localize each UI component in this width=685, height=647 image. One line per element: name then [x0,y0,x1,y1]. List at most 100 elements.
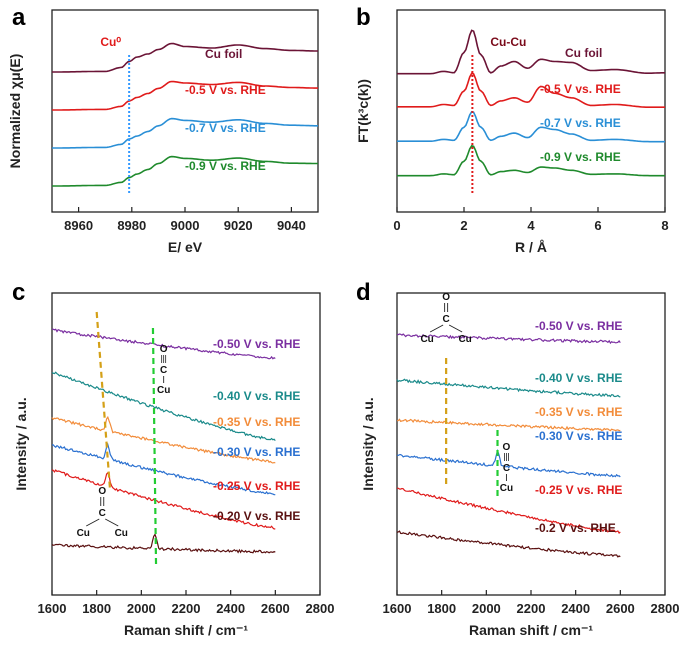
series-line [397,144,665,177]
series-label: -0.25 V vs. RHE [213,479,300,493]
series-label: -0.30 V vs. RHE [535,429,622,443]
x-tick-label: 2 [460,218,467,233]
x-tick-label: 2800 [306,601,335,616]
series-label: -0.9 V vs. RHE [540,150,621,164]
series-label: -0.7 V vs. RHE [540,116,621,130]
x-tick-label: 1600 [38,601,67,616]
panel-label-a: a [12,4,26,31]
series-label: -0.9 V vs. RHE [185,159,266,173]
series-line [51,328,276,360]
series-label: -0.35 V vs. RHE [535,405,622,419]
series-label: -0.5 V vs. RHE [185,83,266,97]
reference-line [151,327,158,569]
atom-label: Cu [458,334,471,345]
plot-frame [396,9,666,213]
x-tick-label: 2000 [127,601,156,616]
series-line [396,530,621,558]
linear-co-structure: OC Cu [500,442,513,494]
panel-label-b: b [356,4,371,31]
x-tick-label: 4 [527,218,535,233]
atom-label: C [160,365,167,376]
x-tick-label: 2800 [651,601,680,616]
series-line [52,42,318,73]
atom-label: Cu [115,528,128,539]
y-axis-label: Intensity / a.u. [360,397,376,490]
series-line [52,155,318,187]
series-line [52,80,318,111]
x-tick-label: 8980 [117,218,146,233]
series-line [397,72,665,108]
plot-frame [396,292,666,596]
atom-label: O [98,486,106,497]
series-line [52,117,318,149]
panel-d: 1600 1800 2000 2200 2400 2600 2800 Raman shift … [360,292,679,638]
series-line [397,29,665,75]
series-label: -0.30 V vs. RHE [213,445,300,459]
x-tick-label: 1800 [82,601,111,616]
panel-label-c: c [12,279,25,306]
series-label: -0.5 V vs. RHE [540,82,621,96]
series-label: -0.50 V vs. RHE [213,337,300,351]
atom-label: C [99,508,106,519]
bond [105,518,119,527]
y-axis-label: FT(k³c(k)) [355,79,371,143]
series-label: -0.50 V vs. RHE [535,319,622,333]
series-label: -0.40 V vs. RHE [213,389,300,403]
atom-label: Cu [500,483,513,494]
x-tick-label: 2400 [561,601,590,616]
series-line [51,533,276,554]
x-tick-label: 8 [661,218,668,233]
panel-a: 8960 8980 9000 9020 9040 E/ eV Normalized χμ(E… [7,9,319,255]
series-line [51,371,276,441]
atom-label: Cu [157,385,170,396]
atom-label: O [160,344,168,355]
bridge-co-structure: OC Cu Cu [420,292,471,345]
series-line [396,378,621,398]
bond [448,324,463,333]
series-line [396,333,621,345]
x-tick-label: 2600 [261,601,290,616]
bond [86,518,100,527]
x-tick-label: 6 [594,218,601,233]
x-axis-label: R / Å [515,239,547,255]
series-line [51,415,276,464]
series-line [397,110,665,143]
atom-label: Cu [77,528,90,539]
panel-b: 0 2 4 6 8 R / Å FT(k³c(k)) Cu foil -0.5 V vs. RH… [355,9,669,255]
x-tick-label: 9040 [277,218,306,233]
marker-label: Cu⁰ [100,35,121,49]
x-axis-label: E/ eV [168,239,203,255]
atom-label: O [503,442,511,453]
x-tick-label: 2200 [517,601,546,616]
x-tick-label: 2200 [172,601,201,616]
linear-co-structure: OC Cu [157,344,170,396]
series-label: -0.7 V vs. RHE [185,121,266,135]
plot-frame [51,9,319,213]
x-tick-label: 9020 [224,218,253,233]
series-label: -0.25 V vs. RHE [535,483,622,497]
x-tick-label: 1600 [383,601,412,616]
series-line [396,448,621,478]
y-axis-label: Intensity / a.u. [13,397,29,490]
series-label: -0.40 V vs. RHE [535,371,622,385]
series-label: -0.2 V vs. RHE [535,521,616,535]
panel-c: 1600 1800 2000 2200 2400 2600 2800 Raman shift … [13,292,335,638]
x-tick-label: 1800 [427,601,456,616]
series-line [396,487,621,534]
panel-label-d: d [356,279,371,306]
series-label: Cu foil [205,47,242,61]
series-label: -0.20 V vs. RHE [213,509,300,523]
bridge-co-structure: OC Cu Cu [77,486,128,539]
atom-label: C [443,314,450,325]
y-axis-label: Normalized χμ(E) [7,54,23,169]
atom-label: C [503,463,510,474]
x-axis-label: Raman shift / cm⁻¹ [469,622,593,638]
x-tick-label: 8960 [64,218,93,233]
x-tick-label: 2600 [606,601,635,616]
series-label: Cu foil [565,46,602,60]
marker-label: Cu-Cu [490,35,526,49]
series-line [52,442,276,496]
x-axis-label: Raman shift / cm⁻¹ [124,622,248,638]
series-label: -0.35 V vs. RHE [213,415,300,429]
